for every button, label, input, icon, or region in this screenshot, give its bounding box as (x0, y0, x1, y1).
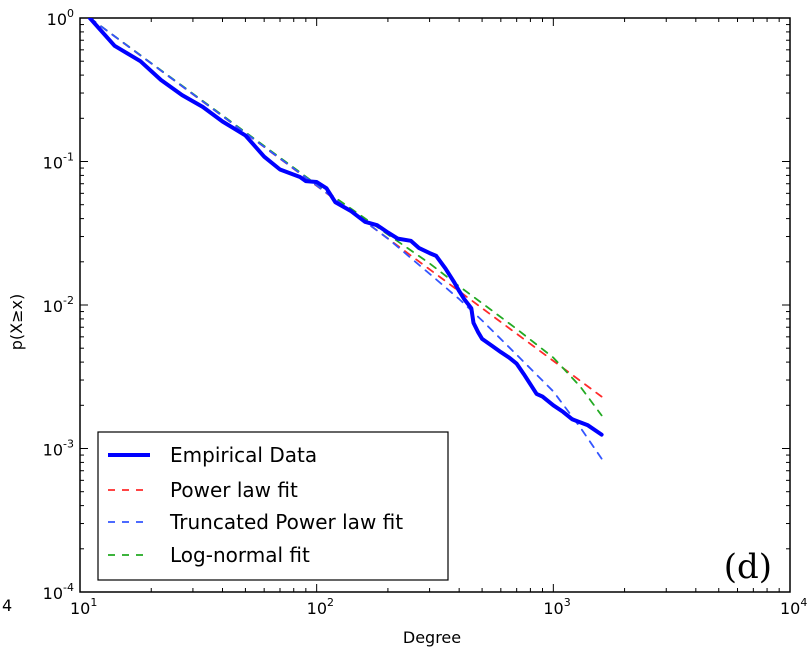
legend-label-truncated: Truncated Power law fit (169, 510, 403, 534)
x-tick-label: 102 (307, 596, 334, 618)
x-tick-label: 103 (543, 596, 570, 618)
y-tick-label: 100 (47, 7, 74, 29)
series-line-empirical-data (87, 18, 604, 437)
clipped-left-label: 4 (2, 596, 12, 615)
legend-box (97, 431, 449, 581)
legend-label-empirical: Empirical Data (170, 443, 317, 467)
y-tick-label: 10-1 (43, 151, 74, 173)
legend-label-power-law: Power law fit (170, 478, 298, 502)
x-tick-label: 101 (70, 596, 97, 618)
ticks-layer: 101 102 103 104 100 10-1 10-2 10-3 10-4 (43, 7, 808, 618)
legend-label-lognormal: Log-normal fit (170, 543, 310, 567)
y-tick-label: 10-3 (43, 438, 74, 460)
y-tick-label: 10-2 (43, 294, 74, 316)
x-axis-label: Degree (403, 628, 461, 647)
legend: Empirical Data Power law fit Truncated P… (97, 431, 449, 581)
x-tick-label: 104 (780, 596, 807, 618)
series-line-truncated-power-law-fit (88, 18, 603, 460)
panel-label: (d) (724, 547, 772, 587)
y-tick-label: 10-4 (43, 581, 74, 603)
y-axis-label: p(X≥x) (7, 294, 26, 350)
series-layer (87, 18, 604, 460)
